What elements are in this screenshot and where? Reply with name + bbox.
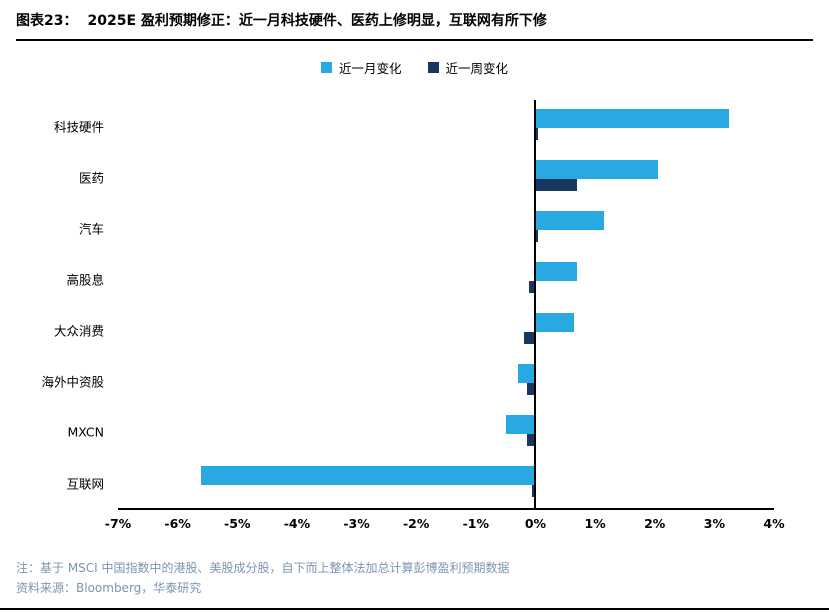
- chart-row: 海外中资股: [41, 355, 774, 406]
- x-tick-label: -7%: [104, 516, 132, 531]
- bar-month-change: [535, 108, 730, 128]
- bar-week-change: [535, 178, 578, 191]
- chart-legend: 近一月变化 近一周变化: [0, 58, 829, 77]
- chart-row: 互联网: [66, 457, 774, 508]
- bar-month-change: [201, 465, 536, 485]
- x-tick-label: -5%: [224, 516, 251, 531]
- bar-week-change: [532, 484, 536, 497]
- zero-axis-line: [534, 100, 537, 508]
- bar-month-change: [535, 210, 605, 230]
- footer: 注：基于 MSCI 中国指数中的港股、美股成分股，自下而上整体法加总计算彭博盈利…: [16, 558, 813, 599]
- x-tick-label: 0%: [524, 516, 547, 531]
- x-tick-label: 1%: [584, 516, 606, 531]
- category-label: 互联网: [66, 476, 104, 491]
- x-tick-label: -2%: [402, 516, 430, 531]
- header: 图表23： 2025E 盈利预期修正：近一月科技硬件、医药上修明显，互联网有所下修: [16, 10, 813, 41]
- legend-item: 近一周变化: [427, 58, 509, 77]
- bar-month-change: [535, 312, 575, 332]
- x-tick-label: -4%: [283, 516, 311, 531]
- chart-title-text: 2025E 盈利预期修正：近一月科技硬件、医药上修明显，互联网有所下修: [87, 13, 547, 29]
- chart-row: 科技硬件: [54, 100, 774, 151]
- chart-number-label: 图表23：: [16, 13, 78, 29]
- plot-area: 科技硬件医药汽车高股息大众消费海外中资股 MXCN 互联网 -7% -6% -5% -4% -…: [41, 100, 785, 531]
- bar-week-change: [523, 331, 536, 344]
- footer-source: 资料来源：Bloomberg，华泰研究: [16, 581, 202, 596]
- legend-item: 近一月变化: [320, 58, 402, 77]
- x-tick-label: -1%: [462, 516, 490, 531]
- chart-row: 汽车: [79, 202, 774, 253]
- x-tick-label: 2%: [644, 516, 666, 531]
- category-label: 汽车: [78, 221, 104, 236]
- legend-swatch-icon: [427, 62, 439, 73]
- category-label: 科技硬件: [53, 119, 104, 134]
- page-title: 图表23： 2025E 盈利预期修正：近一月科技硬件、医药上修明显，互联网有所下修: [16, 10, 813, 30]
- chart-row: 医药: [79, 151, 774, 202]
- x-tick-label: -3%: [343, 516, 370, 531]
- x-tick-label: 3%: [703, 516, 725, 531]
- legend-swatch-icon: [320, 62, 332, 73]
- bar-month-change: [505, 414, 536, 434]
- bar-month-change: [517, 363, 536, 383]
- bar-week-change: [526, 382, 536, 395]
- category-label: 海外中资股: [41, 374, 104, 389]
- category-label: MXCN: [67, 424, 104, 439]
- chart-row: 高股息: [66, 253, 774, 304]
- bar-month-change: [535, 159, 658, 179]
- chart-row: 大众消费: [54, 304, 774, 355]
- footer-note: 注：基于 MSCI 中国指数中的港股、美股成分股，自下而上整体法加总计算彭博盈利…: [16, 561, 510, 575]
- bar-month-change: [535, 261, 578, 281]
- x-tick-label: 4%: [763, 516, 785, 531]
- bar-week-change: [535, 229, 539, 242]
- bottom-divider: [0, 608, 829, 610]
- category-label: 高股息: [66, 272, 104, 287]
- category-label: 医药: [78, 170, 104, 185]
- legend-label: 近一周变化: [445, 61, 509, 76]
- category-label: 大众消费: [53, 323, 104, 338]
- chart-row: MXCN: [67, 406, 774, 457]
- bar-week-change: [535, 127, 539, 140]
- legend-label: 近一月变化: [338, 61, 402, 76]
- bar-week-change: [529, 280, 536, 293]
- x-tick-label: -6%: [164, 516, 191, 531]
- bar-week-change: [526, 433, 536, 446]
